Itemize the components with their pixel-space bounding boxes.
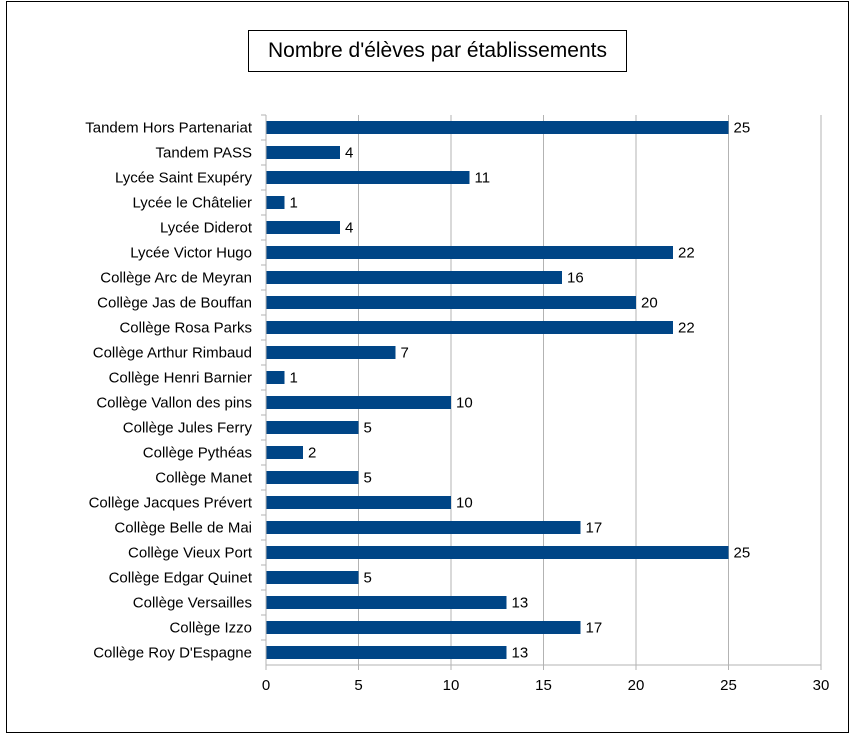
y-tick-label: Collège Belle de Mai xyxy=(114,520,252,537)
data-label: 4 xyxy=(345,145,353,162)
bar xyxy=(266,396,451,409)
y-tick-label: Collège Vieux Port xyxy=(128,545,253,562)
data-label: 4 xyxy=(345,220,353,237)
data-label: 25 xyxy=(734,120,751,137)
x-tick-label: 25 xyxy=(720,677,737,694)
x-tick-label: 0 xyxy=(262,677,270,694)
y-tick-label: Tandem PASS xyxy=(156,145,252,162)
data-label: 5 xyxy=(364,570,372,587)
y-tick-label: Collège Jas de Bouffan xyxy=(97,295,252,312)
data-label: 10 xyxy=(456,395,473,412)
bar xyxy=(266,371,285,384)
bar xyxy=(266,496,451,509)
bar xyxy=(266,646,507,659)
bar xyxy=(266,246,673,259)
y-tick-label: Collège Arc de Meyran xyxy=(100,270,252,287)
bar xyxy=(266,171,470,184)
bar xyxy=(266,296,636,309)
bar xyxy=(266,346,396,359)
y-tick-label: Lycée Saint Exupéry xyxy=(115,170,253,187)
bar xyxy=(266,196,285,209)
y-tick-label: Collège Rosa Parks xyxy=(119,320,252,337)
bar xyxy=(266,121,729,134)
data-label: 10 xyxy=(456,495,473,512)
bar xyxy=(266,221,340,234)
x-tick-label: 10 xyxy=(443,677,460,694)
x-tick-label: 30 xyxy=(813,677,830,694)
data-label: 2 xyxy=(308,445,316,462)
bar xyxy=(266,521,581,534)
data-label: 11 xyxy=(475,170,491,187)
data-label: 22 xyxy=(678,245,695,262)
y-tick-label: Collège Roy D'Espagne xyxy=(93,645,252,662)
y-tick-label: Tandem Hors Partenariat xyxy=(85,120,253,137)
bar xyxy=(266,271,562,284)
data-label: 17 xyxy=(586,520,603,537)
data-label: 5 xyxy=(364,470,372,487)
data-label: 25 xyxy=(734,545,751,562)
data-label: 1 xyxy=(290,370,298,387)
y-tick-label: Collège Jules Ferry xyxy=(123,420,253,437)
data-label: 16 xyxy=(567,270,584,287)
y-tick-label: Lycée Diderot xyxy=(160,220,253,237)
data-label: 20 xyxy=(641,295,658,312)
data-label: 7 xyxy=(401,345,409,362)
y-tick-label: Collège Arthur Rimbaud xyxy=(93,345,252,362)
y-tick-label: Collège Vallon des pins xyxy=(96,395,252,412)
data-label: 5 xyxy=(364,420,372,437)
bar xyxy=(266,321,673,334)
y-tick-label: Collège Izzo xyxy=(169,620,252,637)
x-tick-label: 5 xyxy=(354,677,362,694)
y-tick-label: Collège Versailles xyxy=(133,595,252,612)
data-label: 17 xyxy=(586,620,603,637)
grid-lines xyxy=(358,115,822,665)
y-tick-label: Collège Edgar Quinet xyxy=(109,570,253,587)
bar xyxy=(266,596,507,609)
bar xyxy=(266,446,303,459)
bar xyxy=(266,146,340,159)
chart-title: Nombre d'élèves par établissements xyxy=(248,30,627,72)
y-tick-label: Collège Henri Barnier xyxy=(109,370,252,387)
bar xyxy=(266,621,581,634)
x-tick-label: 20 xyxy=(628,677,645,694)
y-tick-label: Lycée le Châtelier xyxy=(132,195,252,212)
y-tick-label: Collège Jacques Prévert xyxy=(89,495,253,512)
data-label: 13 xyxy=(512,645,529,662)
x-tick-label: 15 xyxy=(535,677,552,694)
data-label: 13 xyxy=(512,595,529,612)
bar xyxy=(266,471,359,484)
data-label: 22 xyxy=(678,320,695,337)
bar xyxy=(266,571,359,584)
data-label: 1 xyxy=(290,195,298,212)
y-tick-label: Collège Manet xyxy=(155,470,253,487)
bar xyxy=(266,421,359,434)
y-tick-label: Lycée Victor Hugo xyxy=(130,245,252,262)
bar xyxy=(266,546,729,559)
y-tick-label: Collège Pythéas xyxy=(143,445,252,462)
